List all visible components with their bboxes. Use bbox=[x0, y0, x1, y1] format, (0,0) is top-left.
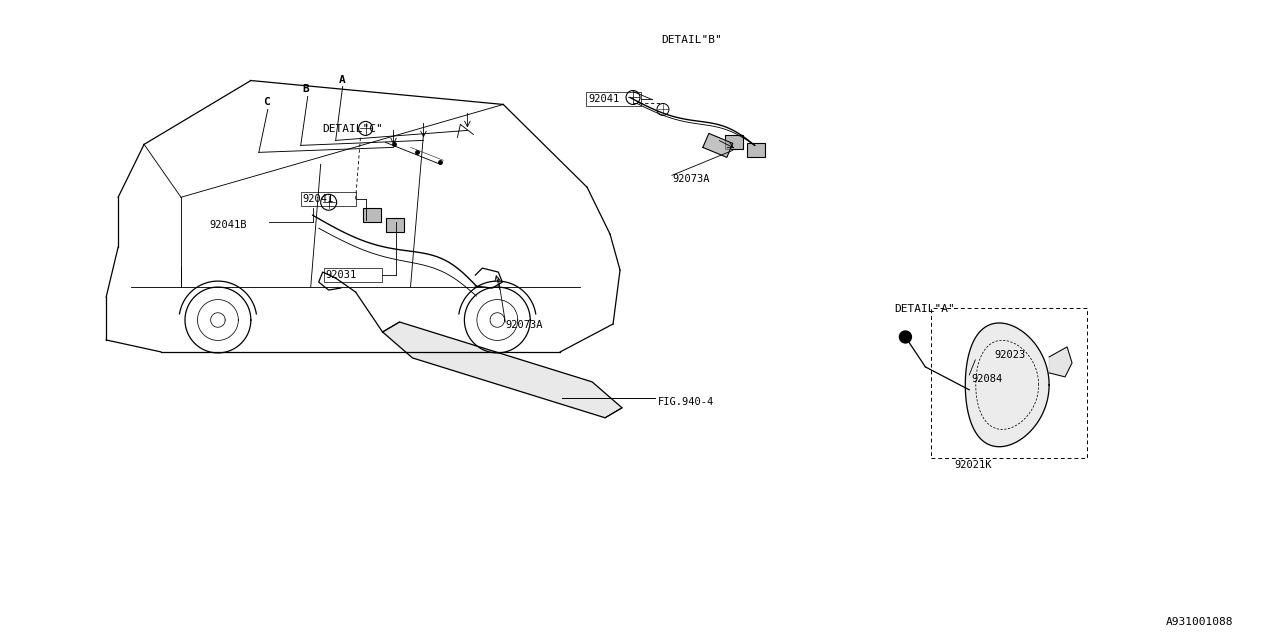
Bar bbox=[724, 136, 742, 149]
Text: 92041: 92041 bbox=[303, 195, 334, 204]
Polygon shape bbox=[1050, 347, 1073, 377]
Polygon shape bbox=[383, 322, 622, 418]
Polygon shape bbox=[965, 323, 1050, 447]
Bar bbox=[301, 192, 356, 206]
Text: FIG.940-4: FIG.940-4 bbox=[658, 397, 714, 407]
Text: B: B bbox=[303, 84, 310, 95]
Text: 92041: 92041 bbox=[588, 95, 620, 104]
Text: DETAIL"A": DETAIL"A" bbox=[893, 304, 955, 314]
Bar bbox=[362, 208, 380, 222]
Text: 92031: 92031 bbox=[325, 270, 357, 280]
Bar bbox=[385, 218, 403, 232]
Polygon shape bbox=[703, 133, 732, 157]
Text: A931001088: A931001088 bbox=[1166, 618, 1234, 627]
Circle shape bbox=[900, 331, 911, 343]
Bar bbox=[324, 268, 381, 282]
Text: 92084: 92084 bbox=[972, 374, 1002, 384]
Text: DETAIL"B": DETAIL"B" bbox=[662, 35, 722, 45]
Text: 92073A: 92073A bbox=[506, 320, 543, 330]
Text: DETAIL"C": DETAIL"C" bbox=[323, 124, 383, 134]
Bar bbox=[586, 93, 641, 106]
Text: A: A bbox=[339, 74, 346, 84]
Text: 92021K: 92021K bbox=[955, 460, 992, 470]
Bar bbox=[746, 143, 764, 157]
Text: 92073A: 92073A bbox=[672, 174, 709, 184]
Text: 92023: 92023 bbox=[995, 350, 1025, 360]
Text: 92041B: 92041B bbox=[209, 220, 247, 230]
Text: C: C bbox=[262, 97, 270, 108]
